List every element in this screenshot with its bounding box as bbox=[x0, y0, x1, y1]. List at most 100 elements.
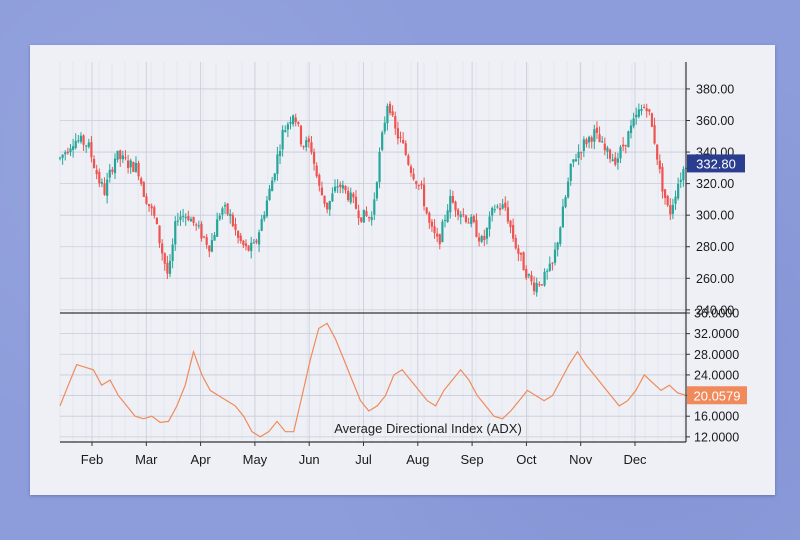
candle-body bbox=[87, 142, 90, 147]
candle-body bbox=[614, 157, 617, 165]
month-tick-label: Nov bbox=[569, 452, 593, 467]
candle-body bbox=[357, 210, 360, 219]
candle-body bbox=[386, 105, 389, 124]
candle-body bbox=[268, 188, 271, 201]
candle-body bbox=[367, 217, 371, 219]
candle-body bbox=[77, 140, 80, 142]
candle-body bbox=[635, 114, 638, 118]
candle-body bbox=[326, 202, 329, 210]
candle-body bbox=[106, 179, 109, 196]
month-tick-label: Apr bbox=[190, 452, 211, 467]
candle-body bbox=[221, 208, 224, 215]
candle-body bbox=[320, 187, 324, 196]
candle-body bbox=[454, 201, 457, 211]
candle-body bbox=[642, 107, 646, 109]
candle-body bbox=[239, 235, 242, 241]
candle-body bbox=[218, 215, 221, 220]
candle-body bbox=[328, 200, 331, 210]
candle-body bbox=[504, 202, 507, 208]
candle-body bbox=[574, 159, 578, 162]
candle-body bbox=[509, 220, 512, 228]
last-price-badge bbox=[687, 154, 745, 173]
candle-body bbox=[216, 219, 219, 237]
candle-body bbox=[292, 115, 295, 125]
candle-body bbox=[92, 158, 96, 168]
candle-body bbox=[656, 144, 659, 160]
candle-body bbox=[556, 242, 559, 250]
candle-body bbox=[480, 236, 483, 242]
candle-body bbox=[223, 205, 227, 207]
candle-body bbox=[315, 165, 318, 177]
candle-body bbox=[263, 214, 266, 220]
candle-body bbox=[184, 216, 187, 218]
candle-body bbox=[299, 125, 303, 145]
candle-body bbox=[485, 227, 489, 239]
candle-body bbox=[572, 159, 575, 163]
candle-body bbox=[412, 173, 415, 180]
candle-body bbox=[192, 216, 195, 223]
candle-body bbox=[168, 261, 172, 274]
candle-body bbox=[551, 262, 554, 264]
candle-body bbox=[278, 151, 282, 157]
candle-body bbox=[124, 157, 127, 159]
candle-body bbox=[208, 245, 211, 252]
candle-body bbox=[375, 182, 379, 199]
candle-body bbox=[289, 121, 292, 124]
candle-body bbox=[438, 234, 441, 245]
month-tick-label: Sep bbox=[461, 452, 484, 467]
candle-body bbox=[422, 184, 426, 207]
candle-body bbox=[682, 169, 685, 181]
candle-body bbox=[451, 196, 454, 203]
price-tick-label: 320.00 bbox=[696, 177, 734, 191]
candle-body bbox=[622, 144, 625, 147]
candle-body bbox=[378, 152, 381, 183]
candle-body bbox=[323, 195, 326, 204]
candle-body bbox=[281, 129, 284, 150]
candle-body bbox=[561, 206, 564, 228]
candle-body bbox=[189, 219, 193, 222]
candle-body bbox=[669, 205, 672, 215]
candle-body bbox=[307, 138, 310, 142]
candle-body bbox=[347, 190, 350, 201]
candle-body bbox=[85, 145, 88, 147]
candle-body bbox=[674, 196, 677, 204]
candle-body bbox=[512, 225, 515, 239]
candle-body bbox=[666, 195, 669, 206]
candle-body bbox=[213, 234, 216, 241]
candle-body bbox=[457, 209, 460, 216]
adx-series bbox=[59, 322, 687, 438]
candle-body bbox=[305, 140, 308, 148]
candle-body bbox=[381, 132, 384, 150]
adx-tick-label: 32.0000 bbox=[694, 327, 739, 341]
candle-body bbox=[629, 125, 633, 133]
candle-body bbox=[611, 159, 614, 162]
candle-body bbox=[108, 169, 111, 178]
candle-body bbox=[284, 130, 287, 133]
candle-body bbox=[310, 142, 313, 153]
candle-body bbox=[174, 221, 177, 245]
adx-tick-label: 28.0000 bbox=[694, 348, 739, 362]
adx-tick-label: 16.0000 bbox=[694, 410, 739, 424]
candle-body bbox=[650, 113, 654, 127]
candle-body bbox=[182, 215, 185, 217]
candle-body bbox=[632, 118, 635, 127]
candle-body bbox=[158, 225, 161, 244]
candle-body bbox=[155, 217, 159, 225]
candle-body bbox=[627, 131, 630, 148]
candle-body bbox=[103, 183, 106, 195]
candle-body bbox=[616, 158, 619, 163]
candle-body bbox=[98, 171, 101, 184]
adx-title: Average Directional Index (ADX) bbox=[334, 421, 522, 436]
candle-body bbox=[519, 252, 523, 255]
candle-body bbox=[276, 154, 279, 174]
candle-body bbox=[514, 238, 517, 249]
month-tick-label: Aug bbox=[406, 452, 429, 467]
candle-body bbox=[247, 245, 250, 251]
candle-body bbox=[483, 236, 486, 241]
candle-body bbox=[250, 242, 253, 252]
candle-body bbox=[161, 243, 164, 254]
candle-body bbox=[443, 219, 447, 221]
candle-body bbox=[436, 233, 439, 237]
candle-body bbox=[352, 193, 355, 198]
candlestick-series bbox=[58, 101, 688, 297]
